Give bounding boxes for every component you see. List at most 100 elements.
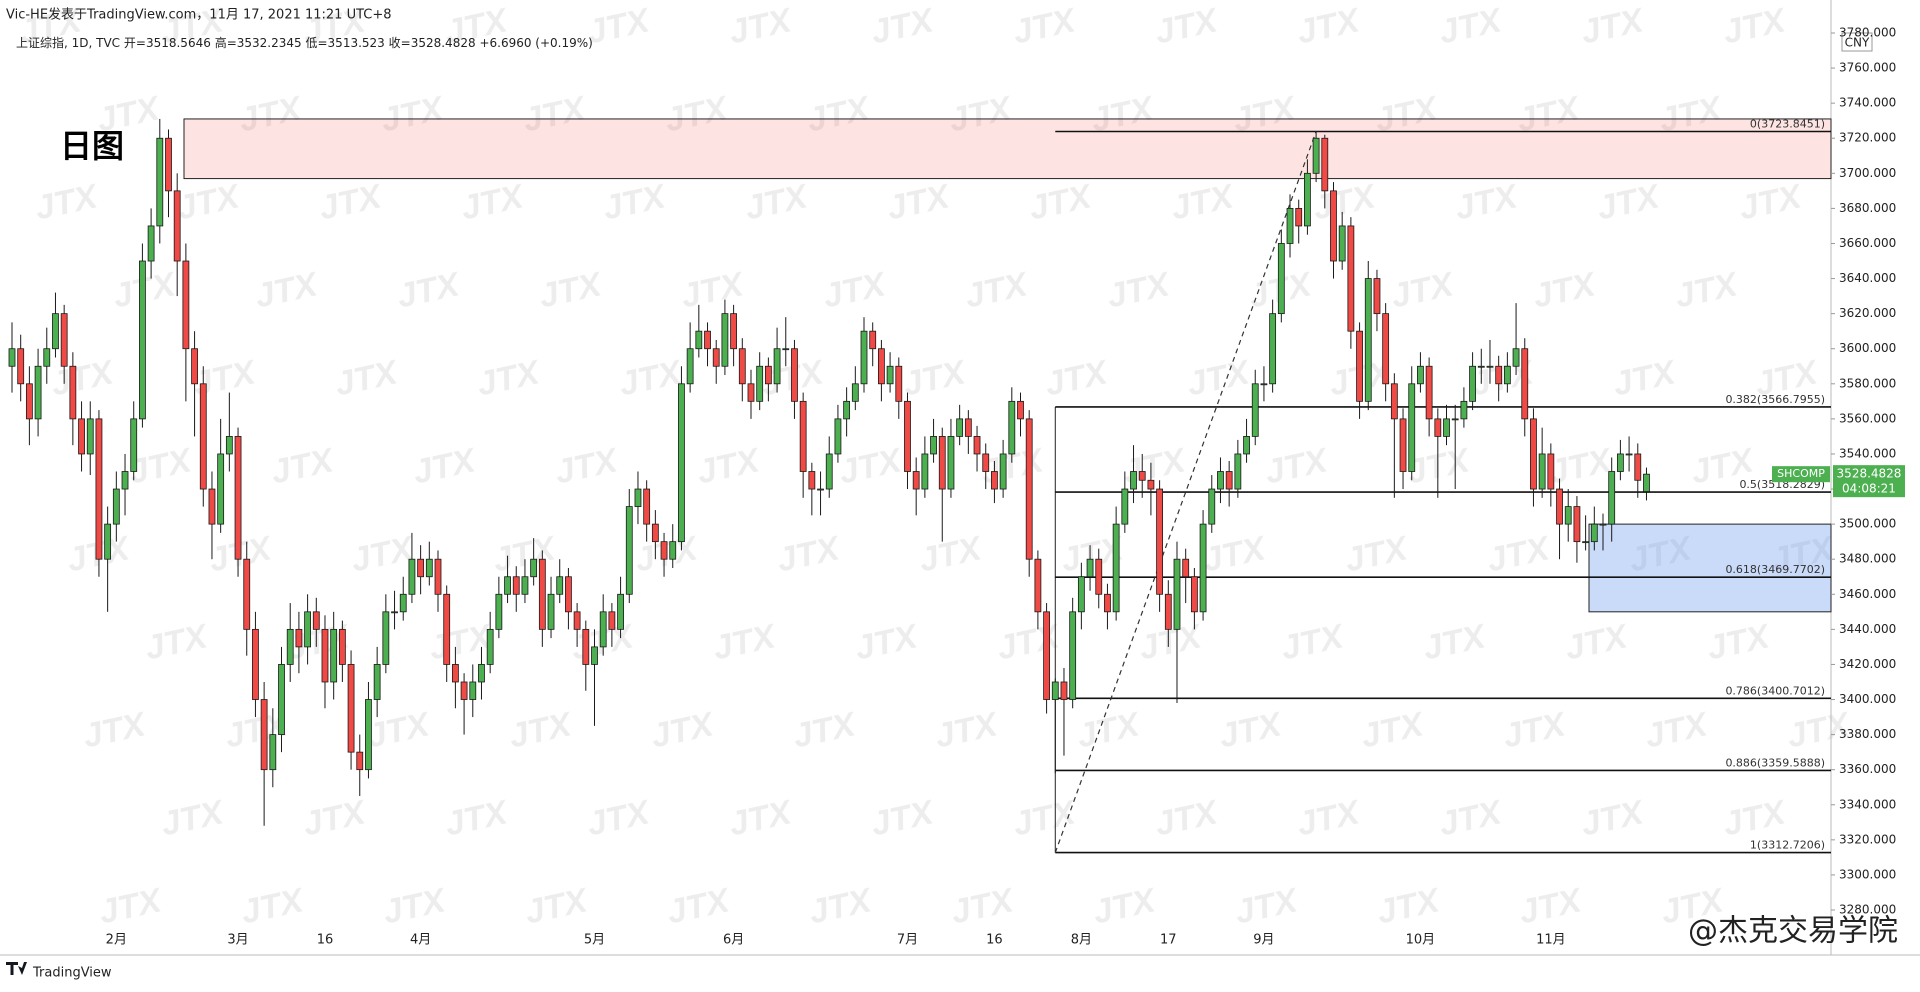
candle-body (1460, 400, 1468, 420)
zone (1588, 523, 1832, 613)
watermark: JTX (1610, 353, 1681, 404)
legend-label: 低= (305, 36, 327, 50)
watermark: JTX (268, 441, 339, 492)
watermark: JTX (852, 617, 923, 668)
currency: CNY (1845, 36, 1870, 50)
watermark: JTX (426, 617, 497, 668)
candle-body (1086, 558, 1094, 578)
candle-body (817, 488, 824, 491)
candle-body (538, 558, 546, 630)
y-tick-label: 3620.000 (1839, 306, 1896, 320)
candle-body (930, 436, 937, 455)
candle-body (95, 418, 103, 560)
watermark: JTX (1374, 881, 1445, 932)
candle-body (147, 225, 155, 262)
candle-body (878, 348, 885, 385)
candle-body (1269, 313, 1277, 385)
candle-body (773, 348, 781, 385)
candle-body (1373, 278, 1381, 315)
candle-body (295, 628, 303, 648)
watermark: JTX (1010, 1, 1081, 52)
candle-body (504, 576, 511, 595)
watermark: JTX (1500, 705, 1571, 756)
watermark: JTX (1168, 177, 1239, 228)
fib-label: 1(3312.7206) (1750, 839, 1825, 852)
y-tick-label: 3420.000 (1839, 657, 1896, 671)
candle-body (660, 541, 668, 560)
candle-body (1469, 365, 1476, 402)
candle-body (1060, 681, 1068, 700)
x-tick-label: 17 (1160, 933, 1177, 948)
candle-body (1112, 523, 1120, 613)
candle-body (582, 628, 590, 665)
candle-body (956, 418, 964, 437)
watermark: JTX (380, 881, 451, 932)
watermark: JTX (1388, 265, 1459, 316)
candle-body (25, 383, 33, 420)
y-tick-label: 3380.000 (1839, 727, 1896, 741)
x-tick-label: 9月 (1253, 933, 1274, 948)
fib-label: 0.618(3469.7702) (1725, 563, 1825, 576)
watermark: JTX (868, 1, 939, 52)
candle-body (1590, 523, 1598, 543)
watermark: JTX (1436, 793, 1507, 844)
watermark: JTX (1232, 881, 1303, 932)
candle-body (1156, 488, 1164, 595)
candle-body (730, 313, 738, 350)
watermark: JTX (820, 265, 891, 316)
candle-body (1503, 365, 1511, 385)
candle-body (365, 699, 372, 771)
watermark: JTX (806, 881, 877, 932)
watermark: JTX (1562, 617, 1633, 668)
candle-body (217, 453, 225, 525)
candle-body (860, 330, 868, 385)
candle-body (799, 400, 807, 472)
candle-body (269, 734, 277, 771)
candle-body (791, 348, 798, 402)
candle-body (321, 628, 329, 683)
candle-body (556, 576, 564, 595)
y-tick-label: 3700.000 (1839, 166, 1896, 180)
x-tick-label: 3月 (227, 933, 248, 948)
price-tag (1833, 465, 1905, 498)
candle-body (60, 313, 68, 367)
candle-body (139, 260, 146, 420)
candle-body (1104, 593, 1111, 613)
fib-label: 0.382(3566.7955) (1725, 393, 1825, 406)
candle-body (469, 681, 477, 700)
candle-body (608, 611, 616, 630)
y-tick-label: 3600.000 (1839, 341, 1896, 355)
watermark: JTX (1026, 177, 1097, 228)
y-tick-label: 3320.000 (1839, 832, 1896, 846)
candle-body (573, 611, 581, 630)
candle-body (347, 664, 355, 753)
fib-label: 0.786(3400.7012) (1725, 684, 1825, 697)
watermark: JTX (1152, 1, 1223, 52)
candle-body (1043, 611, 1050, 700)
watermark: JTX (726, 793, 797, 844)
candle-body (86, 418, 94, 455)
watermark: JTX (364, 705, 435, 756)
candle-body (451, 664, 459, 683)
candle-body (530, 558, 538, 578)
fib-trend (1054, 131, 1317, 853)
watermark: JTX (836, 441, 907, 492)
candle-body (669, 541, 677, 560)
watermark: JTX (80, 705, 151, 756)
watermark: JTX (584, 793, 655, 844)
watermark: JTX (394, 265, 465, 316)
watermark: JTX (1420, 617, 1491, 668)
candle-body (1443, 418, 1450, 437)
candle-body (356, 751, 364, 771)
watermark: JTX (252, 265, 323, 316)
candle-body (373, 664, 381, 700)
watermark: JTX (600, 177, 671, 228)
candle-body (1573, 506, 1581, 543)
candle-body (130, 418, 138, 472)
watermark: JTX (1704, 617, 1775, 668)
candle-body (478, 664, 485, 683)
candle-body (225, 436, 233, 455)
candle-body (1121, 488, 1129, 525)
candle-body (1364, 278, 1372, 402)
candle-body (1225, 471, 1233, 490)
